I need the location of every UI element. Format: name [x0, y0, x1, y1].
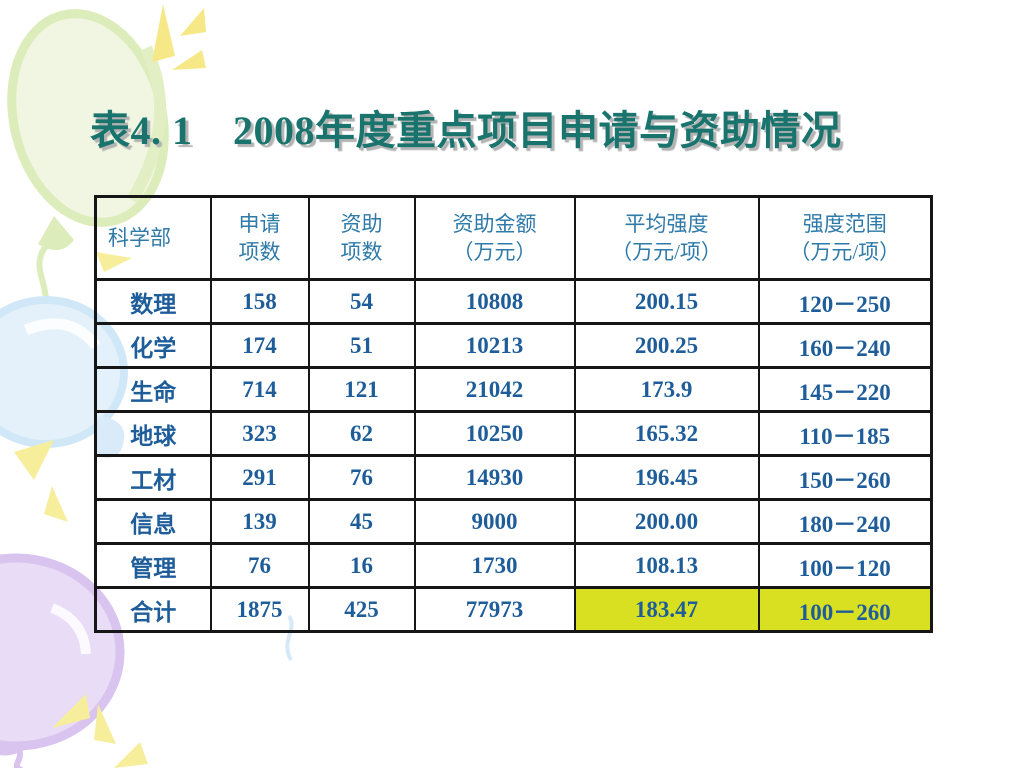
cell-range: 145－220 — [757, 366, 933, 413]
cell-funded: 54 — [307, 278, 416, 325]
table-row: 地球 323 62 10250 165.32 110－185 — [94, 410, 933, 457]
column-header-average-intensity: 平均强度 （万元/项） — [573, 195, 760, 281]
column-header-amount: 资助金额 （万元） — [413, 195, 576, 281]
column-header-intensity-range: 强度范围 （万元/项） — [757, 195, 933, 281]
cell-amount: 21042 — [413, 366, 576, 413]
cell-range: 120－250 — [757, 278, 933, 325]
table-row: 数理 158 54 10808 200.15 120－250 — [94, 278, 933, 325]
funding-table: 科学部 申请项数 资助项数 资助金额 （万元） 平均强度 （万元/项） 强度范围 （万… — [94, 195, 933, 633]
cell-applied: 139 — [209, 498, 310, 545]
cell-average: 108.13 — [573, 542, 760, 589]
header-line1: 资助 — [340, 212, 383, 236]
cell-funded: 121 — [307, 366, 416, 413]
cell-funded: 62 — [307, 410, 416, 457]
column-header-department: 科学部 — [94, 195, 212, 281]
header-line1: 平均强度 — [624, 212, 709, 236]
cell-range: 110－185 — [757, 410, 933, 457]
cell-funded: 76 — [307, 454, 416, 501]
cell-range: 100－120 — [757, 542, 933, 589]
column-header-applied: 申请 项数 — [209, 195, 310, 281]
header-line1: 资助金额 — [452, 212, 537, 236]
cell-department: 生命 — [94, 366, 212, 413]
cell-department: 工材 — [94, 454, 212, 501]
table-row-total: 合计 1875 425 77973 183.47 100－260 — [94, 586, 933, 633]
slide-title: 表4. 1 2008年度重点项目申请与资助情况 — [90, 108, 842, 153]
cell-applied: 714 — [209, 366, 310, 413]
cell-funded: 45 — [307, 498, 416, 545]
cell-applied: 323 — [209, 410, 310, 457]
cell-amount: 14930 — [413, 454, 576, 501]
table-row: 化学 174 51 10213 200.25 160－240 — [94, 322, 933, 369]
header-line1: 科学部 — [108, 226, 171, 250]
cell-department: 信息 — [94, 498, 212, 545]
cell-department: 合计 — [94, 586, 212, 633]
header-line1: 申请 — [238, 212, 281, 236]
cell-average: 200.15 — [573, 278, 760, 325]
cell-average-highlighted: 183.47 — [573, 586, 760, 633]
cell-range: 180－240 — [757, 498, 933, 545]
header-line2: 项数 — [340, 240, 383, 264]
cell-funded: 16 — [307, 542, 416, 589]
cell-range: 150－260 — [757, 454, 933, 501]
cell-applied: 174 — [209, 322, 310, 369]
cell-amount: 77973 — [413, 586, 576, 633]
cell-average: 165.32 — [573, 410, 760, 457]
cell-amount: 1730 — [413, 542, 576, 589]
header-line2: （万元/项） — [789, 240, 901, 264]
sparkle-cluster-bottom-icon — [52, 694, 148, 768]
cell-department: 数理 — [94, 278, 212, 325]
table-row: 信息 139 45 9000 200.00 180－240 — [94, 498, 933, 545]
cell-average: 200.25 — [573, 322, 760, 369]
cell-department: 化学 — [94, 322, 212, 369]
cell-range: 160－240 — [757, 322, 933, 369]
column-header-funded: 资助 项数 — [307, 195, 416, 281]
table-header-row: 科学部 申请项数 资助项数 资助金额 （万元） 平均强度 （万元/项） 强度范围 （万… — [94, 195, 933, 281]
cell-amount: 10213 — [413, 322, 576, 369]
cell-applied: 76 — [209, 542, 310, 589]
header-line1: 强度范围 — [802, 212, 887, 236]
cell-funded: 51 — [307, 322, 416, 369]
cell-average: 173.9 — [573, 366, 760, 413]
purple-balloon-icon — [0, 553, 125, 768]
cell-department: 管理 — [94, 542, 212, 589]
cell-range-highlighted: 100－260 — [757, 586, 933, 633]
cell-department: 地球 — [94, 410, 212, 457]
cell-average: 200.00 — [573, 498, 760, 545]
cell-funded: 425 — [307, 586, 416, 633]
cell-applied: 1875 — [209, 586, 310, 633]
cell-average: 196.45 — [573, 454, 760, 501]
cell-applied: 158 — [209, 278, 310, 325]
table-row: 工材 291 76 14930 196.45 150－260 — [94, 454, 933, 501]
cell-applied: 291 — [209, 454, 310, 501]
table-row: 生命 714 121 21042 173.9 145－220 — [94, 366, 933, 413]
header-line2: （万元/项） — [611, 240, 722, 264]
cell-amount: 10808 — [413, 278, 576, 325]
header-line2: （万元） — [452, 240, 537, 264]
cell-amount: 10250 — [413, 410, 576, 457]
cell-amount: 9000 — [413, 498, 576, 545]
sparkle-cluster-top-icon — [152, 4, 206, 70]
header-line2: 项数 — [238, 240, 281, 264]
table-row: 管理 76 16 1730 108.13 100－120 — [94, 542, 933, 589]
